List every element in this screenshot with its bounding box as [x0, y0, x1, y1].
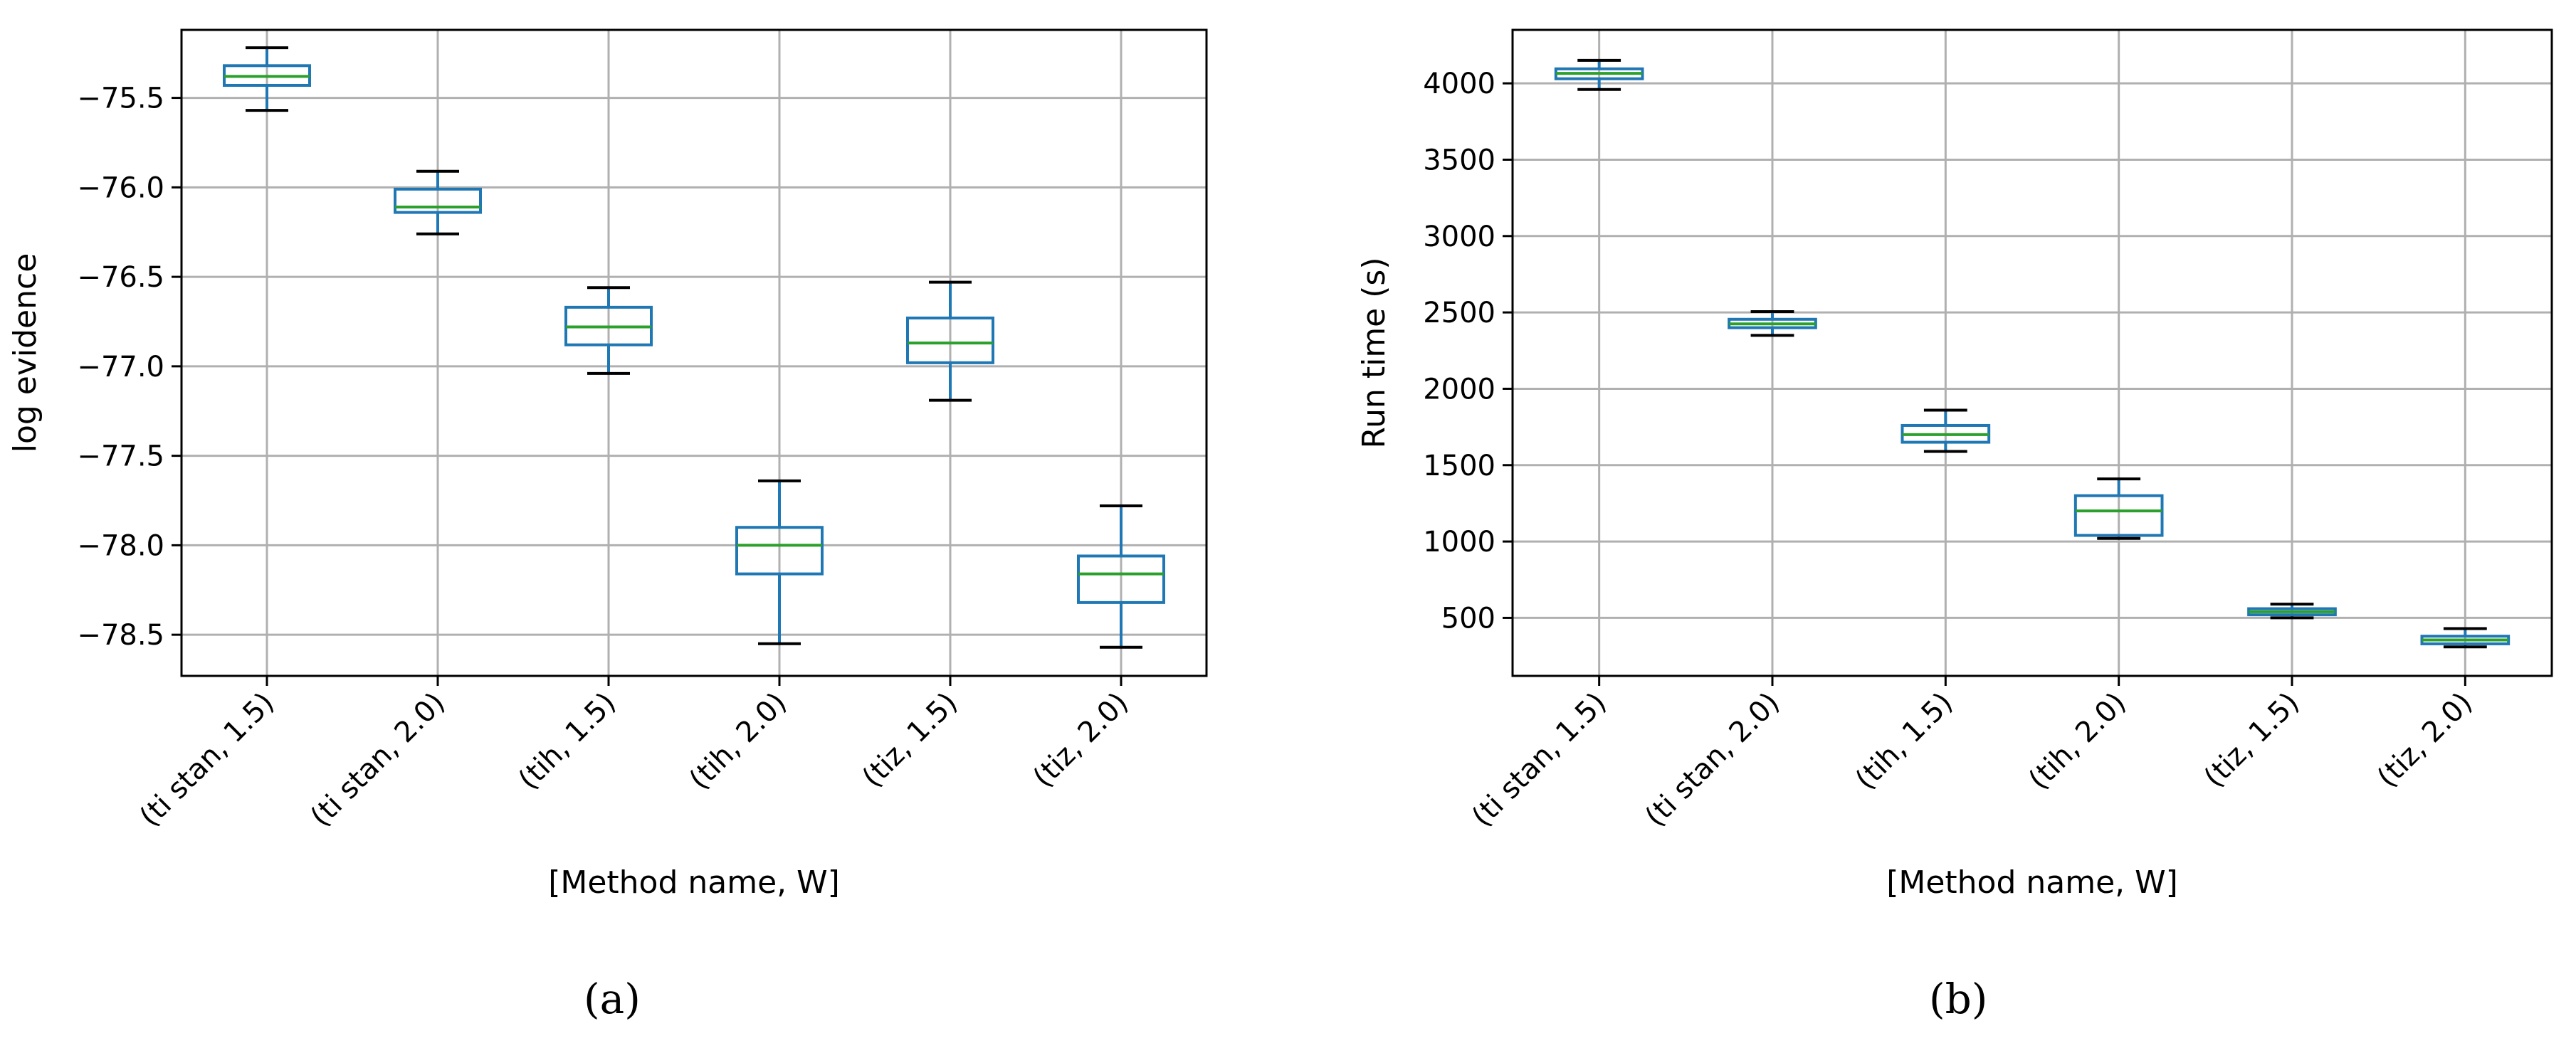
y-axis-label: Run time (s) [1356, 257, 1392, 448]
grid [1513, 30, 2552, 676]
x-axis-label: [Method name, W] [548, 864, 840, 901]
box-4 [2247, 603, 2337, 620]
box-3 [735, 479, 824, 645]
box-2 [1901, 408, 1991, 453]
y-tick-label: 500 [1441, 602, 1495, 635]
y-tick-label: −76.0 [77, 171, 164, 204]
x-tick-label: (tiz, 1.5) [2198, 687, 2306, 794]
y-tick-label: −78.5 [77, 619, 164, 652]
x-tick-label: (ti stan, 1.5) [133, 687, 280, 834]
box-2 [564, 286, 653, 375]
y-tick-label: 1500 [1423, 450, 1495, 482]
chart-panel-a: −75.5 −76.0 −76.5 −77.0 −77.5 −78.0 −78.5 (ti s… [7, 28, 1208, 901]
y-tick-label: 2000 [1423, 373, 1495, 406]
box-body [1077, 554, 1165, 604]
panel-label-b: (b) [1929, 975, 1988, 1023]
box-0 [223, 46, 311, 112]
box-5 [1077, 504, 1165, 649]
x-tick-label: (tih, 2.0) [683, 687, 793, 796]
axes-frame [1511, 28, 2553, 677]
y-tick-label: −76.5 [77, 261, 164, 294]
y-tick-label: 3000 [1423, 221, 1495, 253]
box-3 [2073, 477, 2164, 540]
x-tick-label: (tih, 2.0) [2022, 687, 2132, 796]
y-tick-label: −77.0 [77, 351, 164, 383]
axes-frame [180, 28, 1208, 677]
y-axis-label: log evidence [7, 253, 43, 453]
box-0 [1554, 58, 1644, 91]
box-1 [394, 169, 482, 235]
box-1 [1728, 310, 1817, 337]
x-axis-label: [Method name, W] [1886, 864, 2178, 901]
y-tick-label: 4000 [1423, 68, 1495, 100]
x-tick-label: (ti stan, 2.0) [304, 687, 451, 834]
x-tick-label: (ti stan, 1.5) [1466, 687, 1613, 834]
y-tick-label: −77.5 [77, 440, 164, 473]
x-tick-label: (tih, 1.5) [1849, 687, 1959, 796]
x-tick-label: (ti stan, 2.0) [1639, 687, 1786, 834]
box-body [735, 526, 824, 576]
chart-panel-b: 4000 3500 3000 2500 2000 1500 1000 500 (ti stan,… [1356, 28, 2553, 901]
y-tick-label: 1000 [1423, 526, 1495, 559]
x-tick-label: (tiz, 2.0) [2371, 687, 2478, 794]
grid [182, 30, 1206, 676]
y-tick-label: −75.5 [77, 83, 164, 115]
panel-label-a: (a) [584, 975, 641, 1023]
y-tick-label: 3500 [1423, 144, 1495, 176]
box-body [394, 187, 482, 214]
x-tick-label: (tiz, 1.5) [856, 687, 964, 794]
x-tick-label: (tiz, 2.0) [1027, 687, 1135, 794]
box-5 [2420, 627, 2511, 649]
box-body [2073, 494, 2164, 537]
box-4 [906, 280, 994, 402]
box-body [906, 316, 994, 364]
y-tick-label: −78.0 [77, 529, 164, 562]
y-tick-label: 2500 [1423, 297, 1495, 329]
x-tick-label: (tih, 1.5) [512, 687, 622, 796]
